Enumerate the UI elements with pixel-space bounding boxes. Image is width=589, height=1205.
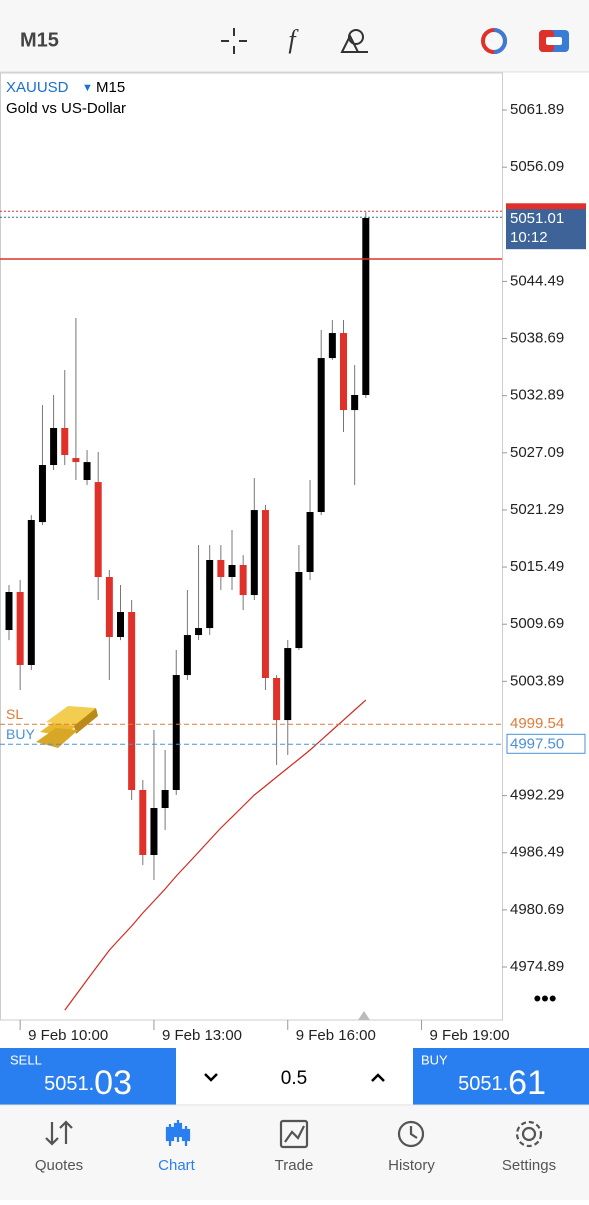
order-label: 4999.54	[510, 715, 564, 732]
candle-body	[306, 512, 314, 573]
timeframe[interactable]: M15	[20, 29, 59, 51]
scroll-marker[interactable]	[358, 1011, 370, 1020]
bid-label-box	[506, 209, 586, 250]
chart-timeframe: M15	[96, 79, 125, 96]
candle-body	[340, 333, 347, 411]
candle-body	[83, 462, 91, 481]
candle-body	[105, 577, 113, 638]
tab-icons	[45, 1119, 543, 1149]
volume[interactable]: 0.5	[281, 1068, 307, 1089]
y-tick-label: 5009.69	[510, 615, 564, 632]
moving-average	[64, 699, 367, 1011]
y-tick-label: 5061.89	[510, 101, 564, 118]
candle-body	[72, 458, 80, 463]
x-tick-label: 9 Feb 13:00	[162, 1027, 242, 1044]
candle-body	[172, 675, 180, 790]
tab-label[interactable]: Trade	[275, 1157, 314, 1174]
description: Gold vs US-Dollar	[6, 100, 126, 117]
sell-button[interactable]	[0, 1048, 176, 1105]
candle-body	[362, 217, 370, 395]
x-tick-label: 9 Feb 16:00	[296, 1027, 376, 1044]
candle-body	[150, 808, 158, 856]
candle-body	[239, 565, 247, 596]
candle-body	[183, 635, 191, 676]
symbol-dropdown[interactable]: ▼	[82, 82, 93, 94]
y-tick-label: 5021.29	[510, 501, 564, 518]
volume-up[interactable]	[371, 1073, 385, 1082]
plot-frame	[0, 72, 503, 1021]
candle-body	[228, 565, 236, 578]
y-tick-label: 4974.89	[510, 958, 564, 975]
candle-body	[161, 789, 169, 809]
candle-body	[273, 677, 281, 721]
y-tick-label: 5003.89	[510, 672, 564, 689]
candle-body	[328, 333, 336, 359]
candle-body	[128, 611, 136, 790]
volume-down[interactable]	[204, 1073, 218, 1082]
candle-body	[38, 465, 46, 523]
candle-body	[217, 559, 225, 578]
sell-label: SELL	[10, 1052, 42, 1067]
order-name: SL	[6, 706, 23, 722]
more-icon[interactable]: •••	[533, 986, 556, 1011]
candle-body	[139, 789, 147, 856]
tab-label[interactable]: History	[388, 1157, 435, 1174]
order-label-box	[506, 733, 586, 754]
trade-icon[interactable]	[539, 30, 569, 52]
order-name: BUY	[6, 726, 35, 742]
sell-price-head: 5051.	[44, 1073, 94, 1095]
buy-button[interactable]	[413, 1048, 589, 1105]
y-tick-label: 5015.49	[510, 558, 564, 575]
candle-body	[250, 510, 258, 596]
candle-body	[317, 358, 325, 513]
symbol[interactable]: XAUUSD	[6, 79, 69, 96]
buy-price-tail: 61	[508, 1064, 546, 1102]
candle-body	[206, 559, 214, 629]
candle-body	[295, 572, 303, 649]
candle-body	[94, 482, 102, 578]
y-tick-label: 5044.49	[510, 272, 564, 289]
y-tick-label: 5038.69	[510, 330, 564, 347]
candle-body	[195, 628, 203, 636]
candle-body	[5, 592, 13, 631]
candle-body	[16, 592, 24, 665]
buy-label: BUY	[421, 1052, 448, 1067]
gold-icon	[36, 706, 98, 748]
tab-label[interactable]: Quotes	[35, 1157, 83, 1174]
candle-body	[351, 394, 359, 411]
candle-body	[117, 611, 124, 638]
y-tick-label: 4986.49	[510, 844, 564, 861]
toolbar	[0, 0, 589, 72]
x-tick-label: 9 Feb 19:00	[430, 1027, 510, 1044]
y-tick-label: 4992.29	[510, 787, 564, 804]
buy-price: 5051.61	[458, 1064, 546, 1102]
candle-body	[50, 427, 58, 466]
sell-price: 5051.03	[44, 1064, 132, 1102]
objects-icon[interactable]	[340, 29, 368, 53]
candle-body	[27, 519, 35, 665]
candle-body	[261, 510, 269, 678]
countdown: 10:12	[510, 229, 548, 246]
tab-label[interactable]: Chart	[158, 1157, 196, 1174]
tab-label[interactable]: Settings	[502, 1157, 556, 1174]
indicators-icon[interactable]: f	[288, 25, 299, 54]
x-tick-label: 9 Feb 10:00	[28, 1027, 108, 1044]
ask-label-box	[506, 203, 586, 214]
crosshair-icon[interactable]	[221, 28, 247, 54]
y-tick-label: 5056.09	[510, 158, 564, 175]
order-label: 4997.50	[510, 735, 564, 752]
candle-body	[284, 648, 292, 721]
account-icon[interactable]	[481, 28, 507, 54]
y-tick-label: 5027.09	[510, 444, 564, 461]
plot	[5, 212, 370, 1011]
buy-price-head: 5051.	[458, 1073, 508, 1095]
bid-label: 5051.01	[510, 210, 564, 227]
candle-body	[61, 427, 69, 455]
y-tick-label: 4980.69	[510, 901, 564, 918]
sell-price-tail: 03	[94, 1064, 132, 1102]
y-tick-label: 5032.89	[510, 387, 564, 404]
